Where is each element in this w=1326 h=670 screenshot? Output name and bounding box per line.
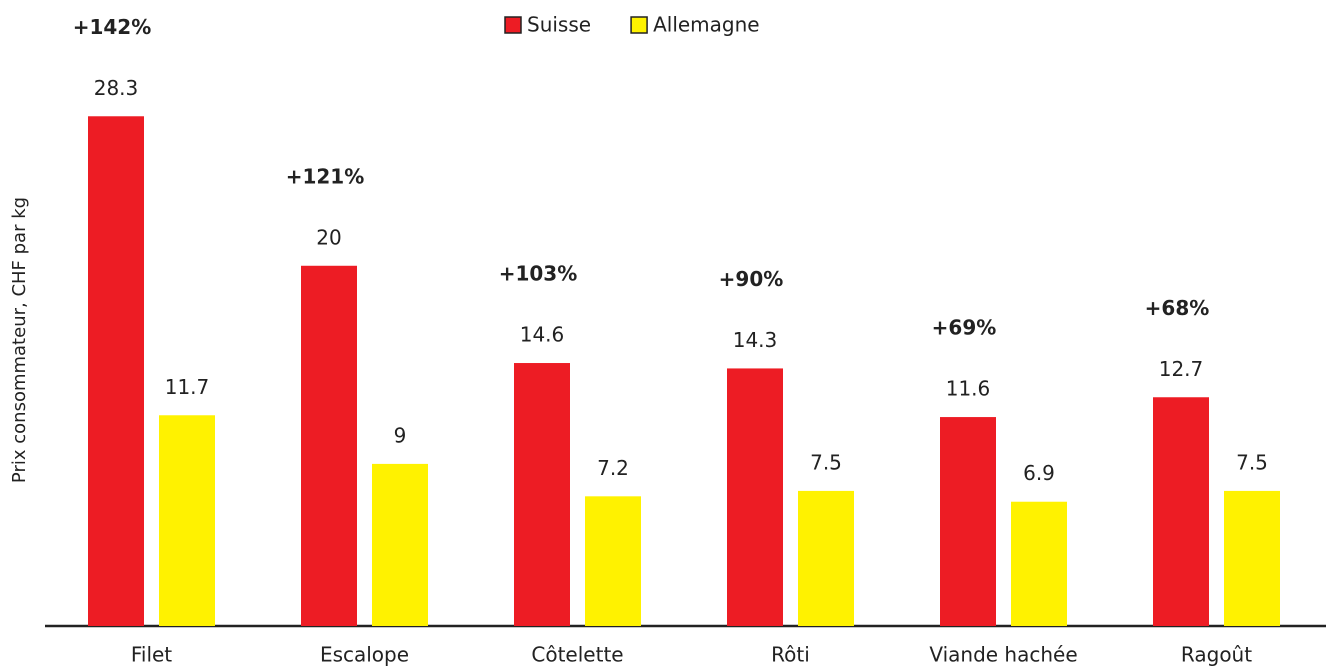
legend-swatch	[630, 16, 648, 34]
legend-label: Suisse	[527, 13, 591, 37]
annotation: +142%	[73, 15, 152, 39]
y-axis-label: Prix consommateur, CHF par kg	[9, 197, 30, 483]
value-label: 14.6	[520, 323, 565, 347]
bar	[514, 363, 570, 626]
x-tick-label: Ragoût	[1181, 643, 1252, 667]
bar	[88, 116, 144, 626]
x-tick-label: Rôti	[771, 643, 810, 667]
bar	[940, 417, 996, 626]
bar	[1011, 501, 1067, 626]
bar	[372, 463, 428, 626]
bar	[798, 490, 854, 626]
bar	[585, 496, 641, 626]
value-label: 7.5	[1236, 450, 1268, 474]
value-label: 7.5	[810, 450, 842, 474]
annotation: +68%	[1145, 296, 1210, 320]
value-label: 7.2	[597, 456, 629, 480]
value-label: 6.9	[1023, 461, 1055, 485]
x-tick-label: Viande hachée	[929, 643, 1077, 667]
bar	[301, 265, 357, 626]
annotation: +103%	[499, 262, 578, 286]
value-label: 11.6	[946, 377, 991, 401]
annotation: +69%	[932, 316, 997, 340]
value-label: 20	[316, 225, 341, 249]
value-label: 28.3	[94, 76, 139, 100]
bar	[1224, 490, 1280, 626]
bar	[727, 368, 783, 626]
bar	[1153, 397, 1209, 626]
annotation: +121%	[286, 164, 365, 188]
x-tick-label: Escalope	[320, 643, 409, 667]
value-label: 11.7	[165, 375, 210, 399]
value-label: 9	[394, 423, 407, 447]
x-tick-label: Côtelette	[531, 643, 623, 667]
x-tick-label: Filet	[131, 643, 172, 667]
value-label: 12.7	[1159, 357, 1204, 381]
legend-label: Allemagne	[653, 13, 760, 37]
value-label: 14.3	[733, 328, 778, 352]
annotation: +90%	[719, 267, 784, 291]
bar	[159, 415, 215, 626]
legend-swatch	[504, 16, 522, 34]
